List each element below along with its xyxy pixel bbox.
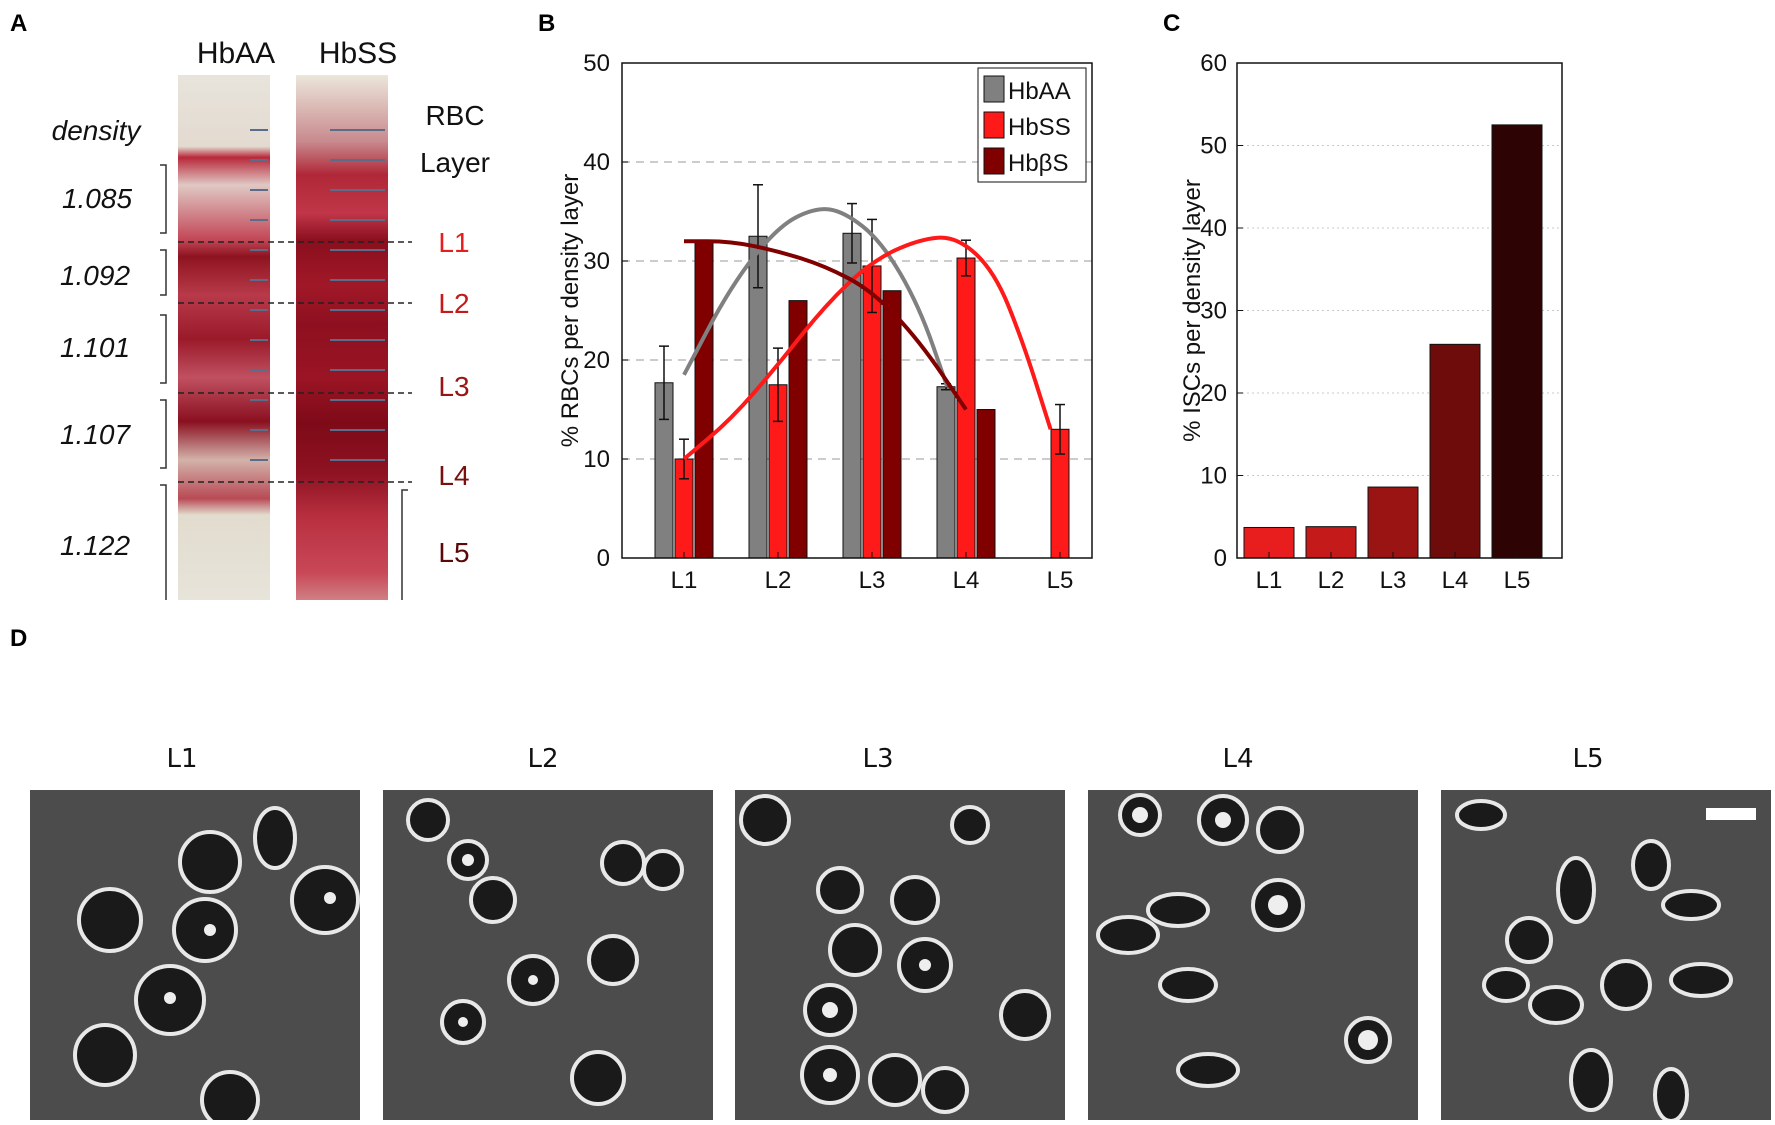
x-tick-label: L2	[765, 567, 792, 594]
x-tick-label: L1	[1256, 567, 1283, 594]
fit-curve-hbaa	[682, 207, 950, 388]
hbaa-tube	[178, 75, 270, 600]
density-value: 1.101	[60, 332, 130, 363]
panel-letter-b: B	[538, 10, 556, 37]
micrograph-l3	[735, 790, 1065, 1120]
x-tick-label: L1	[671, 567, 698, 594]
scale-bar	[1706, 808, 1756, 820]
micrograph-l5	[1441, 790, 1771, 1120]
plot-frame	[621, 62, 1093, 559]
chart-c-isc-distribution: 0 10 20 30 40 50 60 L1 L2 L3 L4 L5 % ISCs per densit…	[1179, 50, 1563, 594]
x-tick-label: L3	[859, 567, 886, 594]
y-tick-label: 40	[1200, 215, 1227, 242]
fit-curve-hbss	[682, 235, 1053, 461]
layer-label-l3: L3	[438, 371, 469, 402]
y-tick-label: 10	[1200, 463, 1227, 490]
density-value: 1.107	[60, 419, 131, 450]
panel-letter-a: A	[10, 10, 28, 37]
density-gradient-tubes: HbAA HbSS density 1.085 1.092 1.101 1.10…	[52, 37, 490, 600]
layer-label-l2: L2	[438, 288, 469, 319]
density-value: 1.085	[62, 183, 132, 214]
density-value: 1.092	[60, 260, 130, 291]
micrograph-l2	[383, 790, 713, 1120]
y-tick-label: 60	[1200, 50, 1227, 77]
y-tick-label: 40	[583, 149, 610, 176]
legend-label-0: HbAA	[1008, 78, 1071, 105]
micrograph-label-l1: L1	[166, 744, 198, 774]
y-tick-label: 50	[1200, 133, 1227, 160]
x-tick-label: L4	[953, 567, 980, 594]
layer-heading-layer: Layer	[420, 147, 490, 178]
panel-letter-d: D	[10, 625, 28, 652]
tube-graduations	[250, 129, 385, 461]
legend-label-2: HbβS	[1008, 150, 1069, 177]
micrograph-label-l3: L3	[862, 744, 894, 774]
micrograph-label-l2: L2	[527, 744, 559, 774]
legend-label-1: HbSS	[1008, 114, 1071, 141]
layer-label-l5: L5	[438, 537, 469, 568]
y-tick-label: 30	[1200, 298, 1227, 325]
legend-swatch-0	[983, 75, 1005, 103]
bar-l3	[1367, 486, 1419, 559]
y-tick-label: 10	[583, 446, 610, 473]
x-tick-label: L5	[1047, 567, 1074, 594]
panel-letter-c: C	[1163, 10, 1181, 37]
x-tick-label: L4	[1442, 567, 1469, 594]
x-tick-label: L2	[1318, 567, 1345, 594]
density-heading: density	[52, 115, 143, 146]
y-tick-label: 0	[597, 545, 610, 572]
micrograph-l4	[1088, 790, 1418, 1120]
chart-b-rbc-distribution: 0 10 20 30 40 50 L1 L2 L3 L4 L5 % RBCs per density …	[557, 50, 1093, 594]
fit-curve-hbβs	[683, 239, 968, 411]
y-tick-label: 0	[1214, 545, 1227, 572]
legend-swatch-2	[983, 147, 1005, 175]
x-tick-label: L5	[1504, 567, 1531, 594]
plot-frame	[1236, 62, 1563, 559]
layer-heading-rbc: RBC	[425, 100, 484, 131]
tube-label-hbaa: HbAA	[197, 37, 275, 70]
layer-label-l4: L4	[438, 460, 469, 491]
layer-label-l1: L1	[438, 227, 469, 258]
hbss-tube	[296, 75, 388, 600]
density-brackets	[160, 164, 408, 600]
y-axis-label: % ISCs per density layer	[1179, 179, 1206, 442]
y-tick-label: 20	[583, 347, 610, 374]
y-tick-label: 50	[583, 50, 610, 77]
tube-label-hbss: HbSS	[319, 37, 397, 70]
legend-swatch-1	[983, 111, 1005, 139]
y-tick-label: 20	[1200, 380, 1227, 407]
bar-l4	[1429, 343, 1481, 559]
micrograph-label-l5: L5	[1572, 744, 1604, 774]
micrograph-l1	[30, 790, 360, 1120]
layer-boundaries	[178, 241, 412, 483]
micrograph-label-l4: L4	[1222, 744, 1254, 774]
density-value: 1.122	[60, 530, 130, 561]
bar-l5	[1491, 124, 1543, 559]
y-axis-label: % RBCs per density layer	[557, 174, 584, 447]
y-tick-label: 30	[583, 248, 610, 275]
x-tick-label: L3	[1380, 567, 1407, 594]
